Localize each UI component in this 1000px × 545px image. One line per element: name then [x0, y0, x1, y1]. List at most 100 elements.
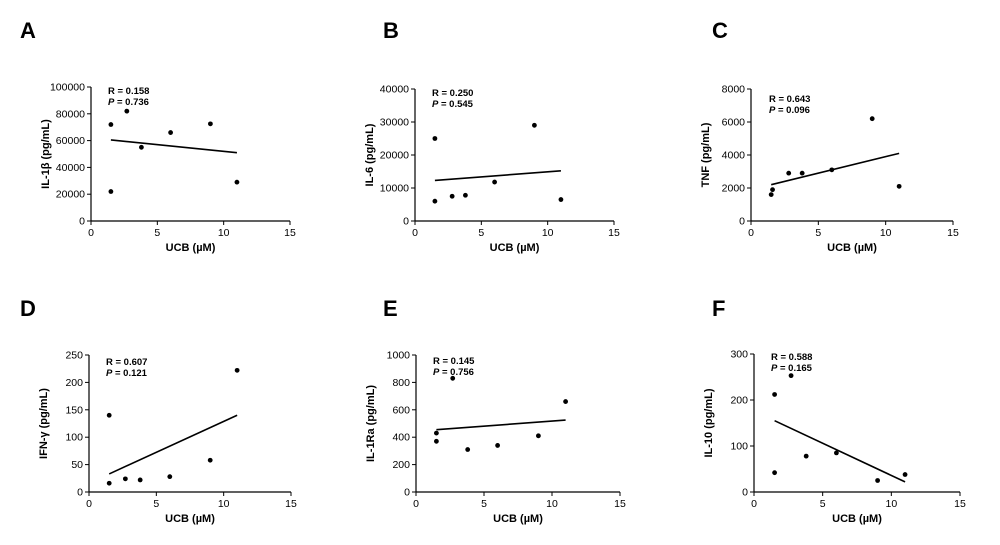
- x-tick-label: 15: [284, 227, 296, 239]
- x-tick-label: 15: [614, 498, 626, 510]
- regression-line: [110, 139, 238, 154]
- x-axis-title: UCB (µM): [166, 242, 216, 254]
- y-tick-label: 400: [392, 432, 410, 444]
- x-axis-title: UCB (µM): [490, 242, 540, 254]
- y-axis-title: IL-10 (pg/mL): [703, 388, 715, 457]
- x-axis-title: UCB (µM): [493, 513, 543, 525]
- x-tick-label: 5: [154, 227, 160, 239]
- y-tick-label: 40000: [56, 162, 85, 174]
- y-tick-label: 200: [730, 395, 748, 407]
- regression-line: [108, 414, 238, 475]
- data-point: [768, 192, 774, 198]
- panel-letter: E: [383, 296, 398, 321]
- data-point: [108, 189, 114, 194]
- data-point: [799, 170, 805, 176]
- data-point: [875, 478, 880, 483]
- data-point: [234, 179, 240, 185]
- data-point: [772, 470, 777, 476]
- p-symbol: P: [769, 105, 776, 116]
- y-axis-title: IFN-γ (pg/mL): [38, 388, 50, 459]
- x-tick-label: 5: [820, 498, 826, 510]
- regression-line: [774, 419, 906, 483]
- y-tick-label: 0: [739, 216, 745, 228]
- y-tick-label: 4000: [722, 150, 746, 162]
- y-tick-label: 8000: [722, 84, 746, 96]
- r-value: R = 0.158: [108, 86, 149, 97]
- x-tick-label: 5: [153, 498, 159, 510]
- panel-letter: A: [20, 18, 36, 43]
- p-value: P = 0.545: [432, 99, 474, 110]
- p-symbol: P: [432, 99, 439, 110]
- y-tick-label: 100: [65, 432, 83, 444]
- x-tick-label: 10: [542, 227, 554, 239]
- data-point: [495, 443, 500, 448]
- data-point: [896, 183, 902, 189]
- y-tick-label: 30000: [380, 117, 409, 129]
- x-tick-label: 0: [413, 498, 419, 510]
- x-tick-label: 0: [412, 227, 418, 239]
- panel-c: C 0 2000 4000 6000 8000 0 5 10 15 UCB (µM) TNF (pg/…: [700, 18, 959, 254]
- y-tick-label: 60000: [56, 135, 85, 147]
- data-point: [449, 193, 455, 199]
- y-tick-label: 1000: [387, 350, 411, 362]
- y-tick-label: 20000: [380, 150, 409, 162]
- y-tick-label: 0: [404, 487, 410, 499]
- data-point: [434, 430, 439, 436]
- data-point: [492, 179, 497, 185]
- x-axis-title: UCB (µM): [165, 513, 215, 525]
- data-point: [902, 472, 908, 477]
- data-point: [786, 170, 792, 176]
- data-point: [450, 375, 456, 381]
- x-tick-label: 5: [478, 227, 484, 239]
- y-tick-label: 600: [392, 404, 410, 416]
- p-number: = 0.096: [775, 105, 810, 116]
- r-value: R = 0.607: [106, 357, 147, 368]
- y-tick-label: 80000: [56, 108, 85, 120]
- y-tick-label: 40000: [380, 84, 409, 96]
- p-symbol: P: [433, 367, 440, 378]
- data-point: [432, 198, 438, 204]
- x-tick-label: 0: [88, 227, 94, 239]
- y-tick-label: 6000: [722, 117, 746, 129]
- p-number: = 0.545: [438, 99, 473, 110]
- data-point: [167, 474, 173, 480]
- r-value: R = 0.145: [433, 356, 475, 367]
- data-point: [106, 412, 112, 418]
- y-tick-label: 0: [77, 487, 83, 499]
- data-point: [168, 130, 174, 135]
- data-point: [137, 477, 143, 483]
- y-tick-label: 10000: [380, 183, 409, 195]
- y-tick-label: 0: [742, 487, 748, 499]
- y-axis-title: IL-1Ra (pg/mL): [365, 385, 377, 462]
- p-value: P = 0.165: [771, 363, 813, 374]
- x-tick-label: 10: [885, 498, 897, 510]
- panel-e: E 0 200 400 600 800 1000 0 5 10 15 UCB (µM) IL-1Ra (…: [365, 296, 626, 525]
- panel-letter: C: [712, 18, 728, 43]
- p-symbol: P: [108, 97, 115, 108]
- x-axis-title: UCB (µM): [832, 513, 882, 525]
- x-tick-label: 15: [285, 498, 297, 510]
- x-tick-label: 10: [218, 227, 230, 239]
- r-value: R = 0.588: [771, 352, 812, 363]
- regression-line: [436, 419, 566, 431]
- x-tick-label: 10: [546, 498, 558, 510]
- data-point: [432, 136, 438, 141]
- x-tick-label: 0: [751, 498, 757, 510]
- y-tick-label: 800: [392, 377, 410, 389]
- x-tick-label: 0: [86, 498, 92, 510]
- data-point: [234, 367, 240, 373]
- y-axis-title: IL-1β (pg/mL): [40, 119, 52, 189]
- y-tick-label: 300: [730, 349, 748, 361]
- regression-line: [771, 152, 900, 186]
- x-tick-label: 15: [608, 227, 620, 239]
- p-number: = 0.165: [777, 363, 812, 374]
- x-tick-label: 15: [954, 498, 966, 510]
- panel-d: D 0 50 100 150 200 250 0 5 10 15 UCB (µM) IFN-γ (pg/…: [20, 296, 297, 525]
- y-axis-title: IL-6 (pg/mL): [364, 123, 376, 186]
- x-tick-label: 5: [815, 227, 821, 239]
- data-point: [106, 480, 112, 486]
- x-tick-label: 15: [947, 227, 959, 239]
- p-number: = 0.736: [114, 97, 149, 108]
- panel-letter: B: [383, 18, 399, 43]
